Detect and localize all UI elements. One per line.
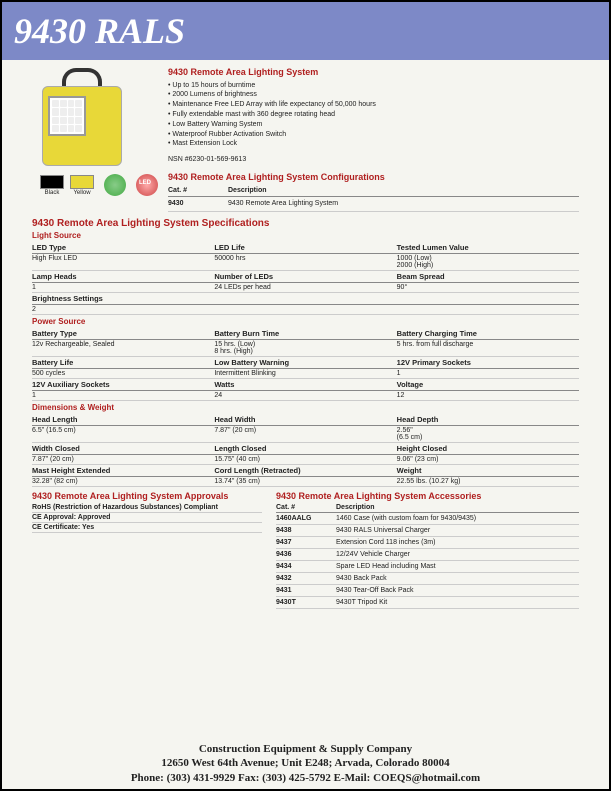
accessory-row: 9437Extension Cord 118 inches (3m): [276, 537, 579, 549]
spec-data-row: 32.28" (82 cm)13.74" (35 cm)22.55 lbs. (…: [32, 477, 579, 487]
footer: Construction Equipment & Supply Company …: [2, 742, 609, 785]
spec-header-row: 12V Auxiliary SocketsWattsVoltage: [32, 379, 579, 391]
spec-header-row: Mast Height ExtendedCord Length (Retract…: [32, 465, 579, 477]
spec-data-row: 12412: [32, 391, 579, 401]
spec-header-row: Lamp HeadsNumber of LEDsBeam Spread: [32, 271, 579, 283]
config-row: 94309430 Remote Area Lighting System: [168, 197, 579, 212]
spec-header-row: LED TypeLED LifeTested Lumen Value: [32, 242, 579, 254]
spec-data-row: 7.87" (20 cm)15.75" (40 cm)9.06" (23 cm): [32, 455, 579, 465]
spec-data-row: High Flux LED50000 hrs1000 (Low) 2000 (H…: [32, 254, 579, 271]
spec-data-row: 124 LEDs per head90°: [32, 283, 579, 293]
spec-data-row: 6.5" (16.5 cm)7.87" (20 cm)2.56" (6.5 cm…: [32, 426, 579, 443]
spec-header-row: Width ClosedLength ClosedHeight Closed: [32, 443, 579, 455]
company-contact: Phone: (303) 431-9929 Fax: (303) 425-579…: [2, 771, 609, 785]
spec-header-row: Battery TypeBattery Burn TimeBattery Cha…: [32, 328, 579, 340]
accessory-row: 943612/24V Vehicle Charger: [276, 549, 579, 561]
approval-line: CE Certificate: Yes: [32, 523, 262, 533]
spec-data-row: 2: [32, 305, 579, 315]
accessory-row: 9434Spare LED Head including Mast: [276, 561, 579, 573]
header-banner: 9430 RALS: [2, 2, 609, 60]
feature-bullets: • Up to 15 hours of burntime • 2000 Lume…: [168, 81, 579, 150]
accessory-row: 94329430 Back Pack: [276, 573, 579, 585]
spec-subsection: Power Source: [32, 317, 579, 326]
accessories-title: 9430 Remote Area Lighting System Accesso…: [276, 491, 579, 501]
spec-data-row: 500 cyclesIntermittent Blinking1: [32, 369, 579, 379]
accessory-row: 94319430 Tear-Off Back Pack: [276, 585, 579, 597]
config-header: Cat. #Description: [168, 186, 579, 198]
company-address: 12650 West 64th Avenue; Unit E248; Arvad…: [2, 756, 609, 770]
spec-header-row: Brightness Settings: [32, 293, 579, 305]
accessories-header: Cat. #Description: [276, 503, 579, 513]
approval-line: CE Approval: Approved: [32, 513, 262, 523]
page-title: 9430 RALS: [14, 10, 597, 52]
spec-header-row: Battery LifeLow Battery Warning12V Prima…: [32, 357, 579, 369]
specs-title: 9430 Remote Area Lighting System Specifi…: [32, 218, 579, 229]
led-icon: [136, 174, 158, 196]
company-name: Construction Equipment & Supply Company: [2, 742, 609, 756]
accessory-row: 1460AALG1460 Case (with custom foam for …: [276, 513, 579, 525]
config-title: 9430 Remote Area Lighting System Configu…: [168, 171, 579, 184]
spec-subsection: Dimensions & Weight: [32, 403, 579, 412]
nsn-number: NSN #6230-01-569-9613: [168, 155, 579, 165]
approvals-title: 9430 Remote Area Lighting System Approva…: [32, 491, 262, 501]
spec-header-row: Head LengthHead WidthHead Depth: [32, 414, 579, 426]
product-image: Black Yellow: [32, 66, 158, 212]
product-title: 9430 Remote Area Lighting System: [168, 66, 579, 79]
accessory-row: 9430T9430T Tripod Kit: [276, 597, 579, 609]
spec-data-row: 12v Rechargeable, Sealed15 hrs. (Low) 8 …: [32, 340, 579, 357]
accessory-row: 94389430 RALS Universal Charger: [276, 525, 579, 537]
spec-subsection: Light Source: [32, 231, 579, 240]
specs-table: Light Source LED TypeLED LifeTested Lumen…: [32, 231, 579, 487]
approval-line: RoHS (Restriction of Hazardous Substance…: [32, 503, 262, 513]
